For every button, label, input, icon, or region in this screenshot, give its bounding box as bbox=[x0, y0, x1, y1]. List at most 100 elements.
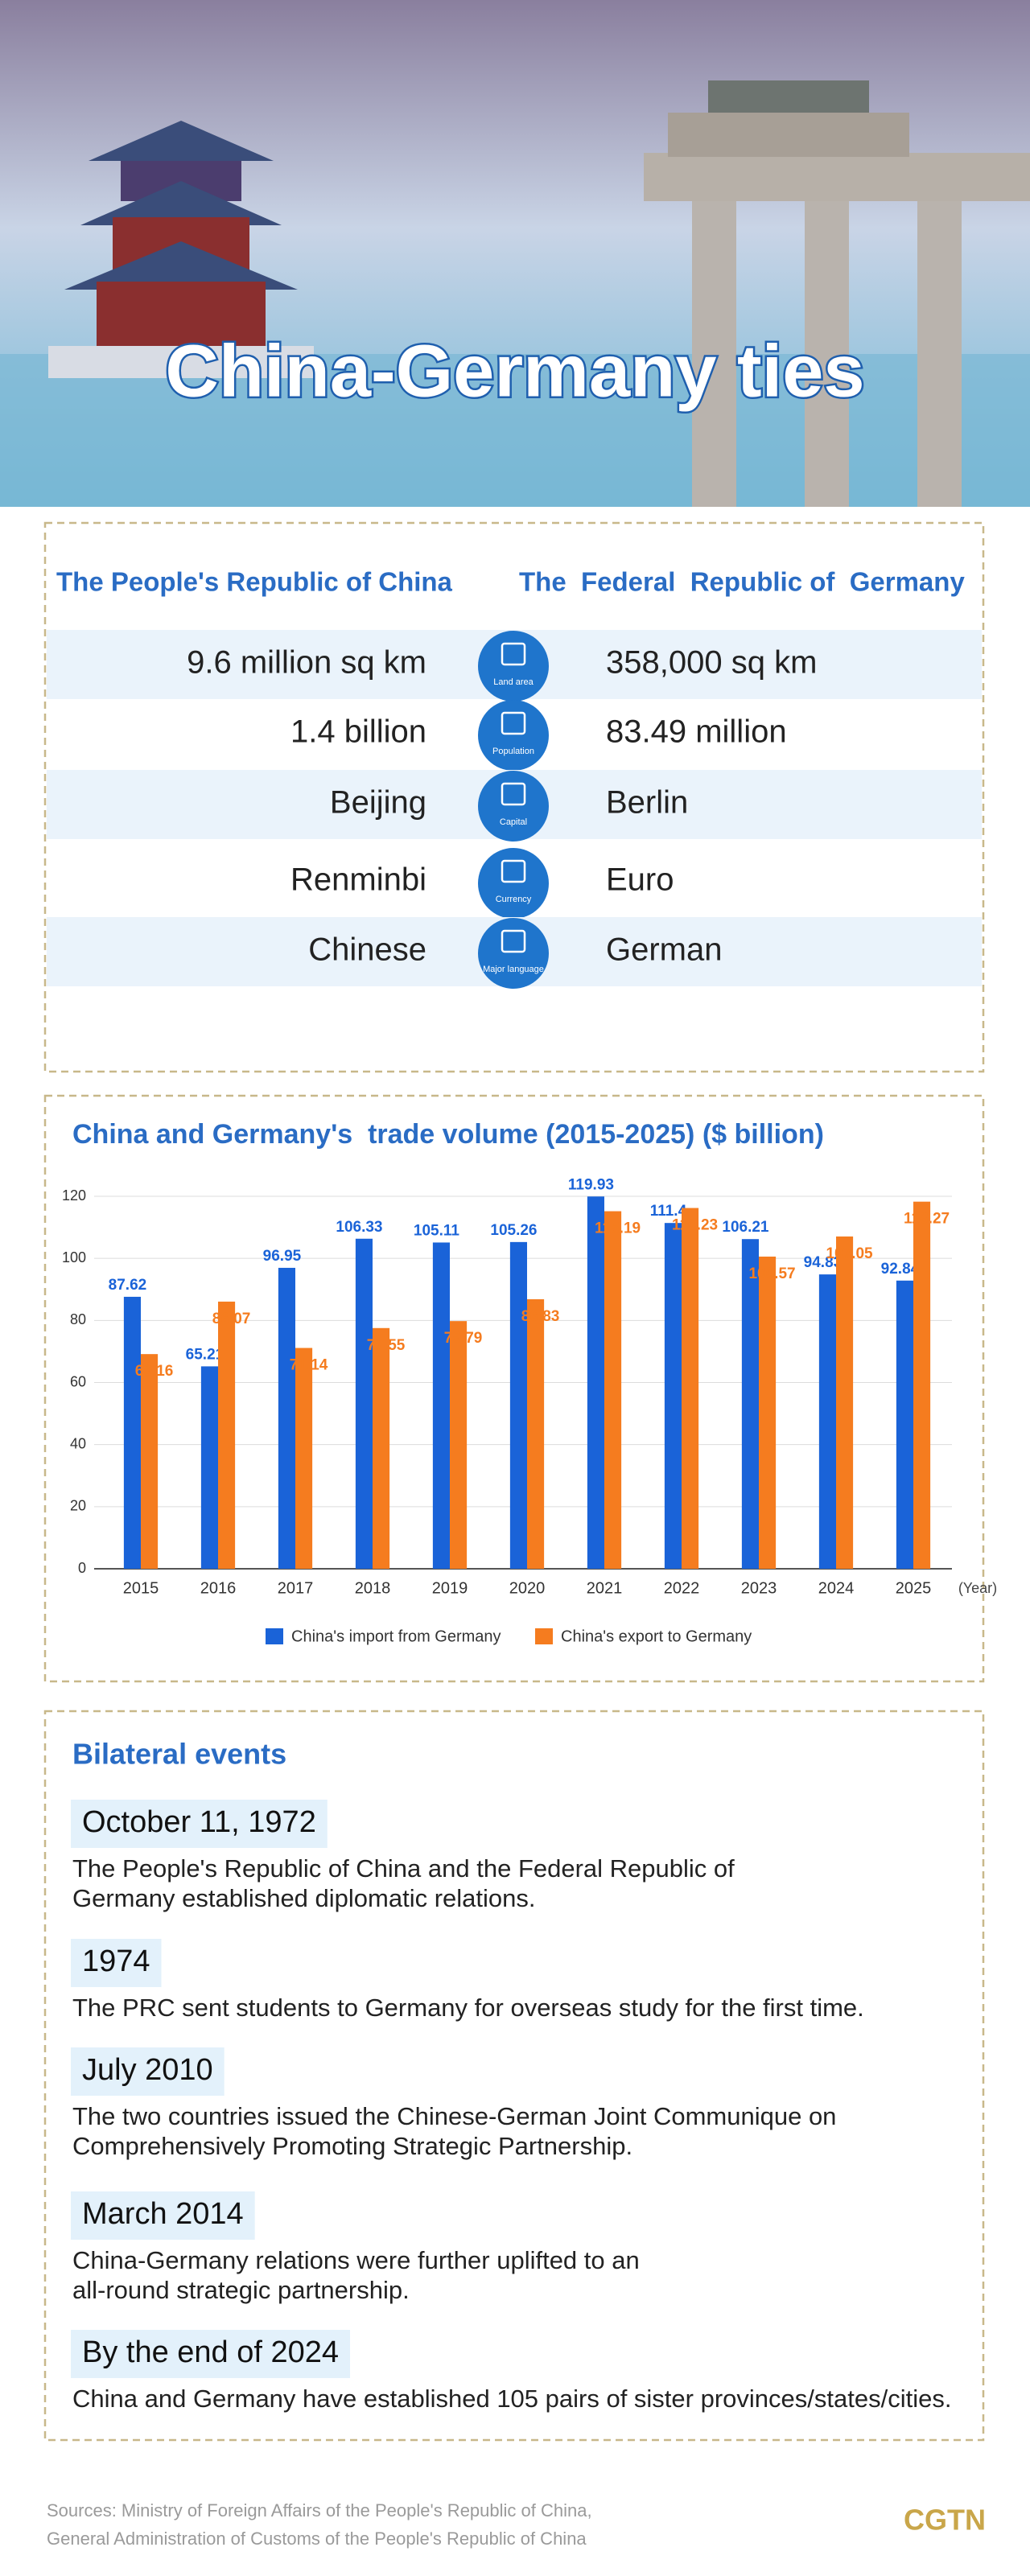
value-label: 86.83 bbox=[521, 1308, 560, 1325]
x-tick-label: 2018 bbox=[355, 1579, 391, 1597]
china-value: Chinese bbox=[308, 932, 426, 968]
icon-glyph bbox=[501, 859, 526, 883]
germany-value: Euro bbox=[606, 862, 674, 898]
x-tick-label: 2019 bbox=[432, 1579, 468, 1597]
bar bbox=[123, 1296, 141, 1569]
icon-circle bbox=[478, 771, 549, 842]
germany-value: 358,000 sq km bbox=[606, 645, 817, 681]
date-box bbox=[71, 1800, 328, 1848]
event-text: all-round strategic partnership. bbox=[72, 2276, 410, 2304]
legend-swatch bbox=[266, 1628, 283, 1644]
value-label: 111.4 bbox=[650, 1203, 687, 1220]
bar bbox=[509, 1241, 527, 1569]
y-tick-label: 100 bbox=[62, 1249, 86, 1265]
bar bbox=[741, 1239, 759, 1569]
x-tick-label: 2023 bbox=[741, 1579, 777, 1597]
x-axis-label: (Year) bbox=[958, 1580, 997, 1596]
x-tick-label: 2025 bbox=[896, 1579, 932, 1597]
value-label: 100.57 bbox=[748, 1265, 795, 1282]
icon-glyph bbox=[501, 711, 526, 735]
bar bbox=[200, 1366, 218, 1569]
value-label: 106.33 bbox=[336, 1219, 382, 1236]
legend-swatch bbox=[535, 1628, 553, 1644]
value-label: 106.21 bbox=[722, 1219, 769, 1236]
icon-label: Population bbox=[492, 747, 534, 756]
icon-glyph bbox=[501, 642, 526, 666]
legend-label: China's import from Germany bbox=[291, 1627, 501, 1645]
y-tick-label: 120 bbox=[62, 1187, 86, 1204]
x-tick-label: 2020 bbox=[509, 1579, 546, 1597]
value-label: 77.55 bbox=[367, 1337, 406, 1354]
x-tick-label: 2015 bbox=[123, 1579, 159, 1597]
value-label: 118.27 bbox=[904, 1211, 950, 1228]
source-line: General Administration of Customs of the… bbox=[47, 2529, 587, 2549]
bar bbox=[295, 1348, 313, 1569]
icon-circle bbox=[478, 848, 549, 919]
events-heading: Bilateral events bbox=[72, 1738, 286, 1771]
date-box bbox=[71, 2047, 225, 2096]
china-value: Beijing bbox=[330, 785, 426, 821]
event-text: The People's Republic of China and the F… bbox=[72, 1854, 735, 1883]
bar bbox=[450, 1321, 468, 1569]
bar bbox=[218, 1301, 236, 1569]
value-label: 86.07 bbox=[212, 1311, 251, 1327]
date-box bbox=[71, 1939, 162, 1987]
event-text: China-Germany relations were further upl… bbox=[72, 2246, 640, 2274]
value-label: 92.84 bbox=[881, 1261, 920, 1278]
y-tick-label: 40 bbox=[70, 1435, 86, 1451]
chart-frame bbox=[43, 1094, 985, 1683]
value-label: 69.16 bbox=[135, 1363, 174, 1380]
value-label: 96.95 bbox=[263, 1248, 302, 1265]
icon-circle bbox=[478, 918, 549, 989]
value-label: 79.79 bbox=[444, 1330, 483, 1347]
value-label: 107.05 bbox=[826, 1245, 873, 1262]
event-date: July 2010 bbox=[82, 2053, 213, 2087]
value-label: 71.14 bbox=[290, 1357, 328, 1374]
china-header: The People's Republic of China bbox=[56, 567, 453, 597]
event-text: China and Germany have established 105 p… bbox=[72, 2385, 951, 2413]
event-text: The PRC sent students to Germany for ove… bbox=[72, 1994, 864, 2022]
germany-header: The Federal Republic of Germany bbox=[519, 567, 965, 597]
y-tick-label: 60 bbox=[70, 1373, 86, 1389]
y-tick-label: 0 bbox=[78, 1560, 86, 1576]
bar bbox=[587, 1196, 604, 1569]
icon-label: Land area bbox=[493, 677, 534, 687]
bar bbox=[836, 1236, 854, 1569]
value-label: 105.26 bbox=[490, 1222, 537, 1239]
source-line: Sources: Ministry of Foreign Affairs of … bbox=[47, 2500, 592, 2520]
value-label: 119.93 bbox=[568, 1176, 614, 1193]
icon-glyph bbox=[501, 782, 526, 806]
icon-glyph bbox=[501, 929, 526, 953]
header-scene bbox=[0, 0, 1030, 507]
bar bbox=[604, 1211, 622, 1569]
value-label: 115.19 bbox=[595, 1220, 641, 1237]
x-tick-label: 2022 bbox=[664, 1579, 700, 1597]
x-tick-label: 2021 bbox=[587, 1579, 623, 1597]
date-box bbox=[71, 2191, 255, 2240]
germany-value: 83.49 million bbox=[606, 714, 787, 750]
bar bbox=[664, 1223, 682, 1569]
comparison-frame bbox=[43, 521, 985, 1073]
value-label: 116.23 bbox=[672, 1217, 718, 1234]
legend-label: China's export to Germany bbox=[561, 1627, 752, 1645]
china-value: Renminbi bbox=[290, 862, 426, 898]
event-date: 1974 bbox=[82, 1944, 150, 1978]
chart-title: China and Germany's trade volume (2015-2… bbox=[72, 1119, 824, 1150]
value-label: 105.11 bbox=[414, 1222, 459, 1239]
bar bbox=[278, 1267, 295, 1569]
china-value: 9.6 million sq km bbox=[187, 645, 426, 681]
bar bbox=[141, 1354, 159, 1569]
bar bbox=[818, 1274, 836, 1569]
logo: CGTN bbox=[904, 2504, 986, 2537]
icon-circle bbox=[478, 631, 549, 702]
event-text: Germany established diplomatic relations… bbox=[72, 1884, 536, 1912]
value-label: 65.21 bbox=[186, 1346, 225, 1363]
event-text: Comprehensively Promoting Strategic Part… bbox=[72, 2132, 632, 2160]
events-frame bbox=[43, 1710, 985, 2442]
china-value: 1.4 billion bbox=[290, 714, 426, 750]
event-date: March 2014 bbox=[82, 2197, 244, 2231]
x-tick-label: 2024 bbox=[818, 1579, 855, 1597]
event-date: By the end of 2024 bbox=[82, 2335, 339, 2369]
y-tick-label: 80 bbox=[70, 1311, 86, 1327]
